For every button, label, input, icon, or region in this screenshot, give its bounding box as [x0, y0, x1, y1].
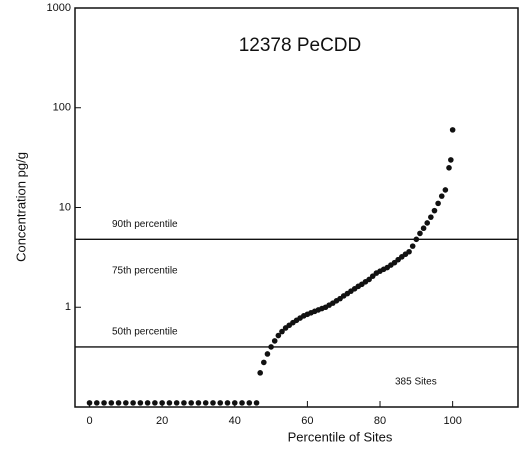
data-point	[93, 400, 100, 406]
data-point	[159, 400, 165, 406]
data-point	[195, 400, 202, 406]
data-point	[449, 127, 456, 133]
data-point	[108, 400, 115, 406]
data-point	[86, 400, 93, 406]
reference-label: 50th percentile	[112, 327, 178, 338]
x-tick-label: 80	[374, 415, 386, 427]
data-point	[137, 400, 144, 406]
data-point	[188, 400, 194, 406]
y-axis-label: Concentration pg/g	[13, 152, 28, 262]
data-point	[435, 200, 441, 207]
data-point	[271, 338, 278, 344]
data-point	[448, 157, 454, 163]
data-point	[246, 400, 253, 406]
data-point	[424, 220, 431, 226]
data-point	[279, 328, 285, 335]
y-tick-label: 10	[59, 201, 71, 213]
data-point	[428, 214, 434, 220]
data-point	[152, 400, 158, 406]
x-tick-label: 60	[301, 415, 313, 427]
data-point	[224, 400, 231, 406]
x-tick-label: 100	[443, 415, 461, 427]
data-point	[431, 207, 438, 214]
data-point	[446, 165, 452, 171]
chart-title: 12378 PeCDD	[239, 35, 362, 56]
x-tick-label: 40	[229, 415, 241, 427]
data-point	[144, 400, 151, 406]
data-point	[417, 230, 423, 237]
data-point	[166, 400, 173, 406]
data-point	[123, 400, 129, 406]
data-point	[115, 400, 122, 406]
data-point	[438, 193, 445, 199]
data-point	[181, 400, 187, 406]
data-point	[130, 400, 136, 406]
data-point	[366, 276, 372, 283]
annotation: 385 Sites	[395, 377, 437, 388]
data-point	[268, 344, 274, 350]
data-point	[239, 400, 245, 406]
data-point	[253, 400, 260, 406]
data-point	[275, 332, 282, 339]
data-point	[261, 359, 267, 366]
data-point	[257, 370, 263, 376]
y-tick-label: 100	[53, 102, 71, 114]
x-tick-label: 0	[86, 415, 92, 427]
data-point	[210, 400, 216, 406]
data-point	[409, 243, 416, 249]
x-axis-label: Percentile of Sites	[288, 429, 393, 444]
data-point	[173, 400, 180, 406]
data-point	[101, 400, 107, 406]
data-point	[420, 225, 427, 232]
data-point	[202, 400, 209, 406]
data-point	[217, 400, 224, 406]
data-point	[413, 236, 420, 243]
data-point	[442, 187, 449, 193]
x-tick-label: 20	[156, 415, 168, 427]
annotation: 75th percentile	[112, 266, 178, 277]
y-tick-label: 1000	[47, 2, 71, 14]
data-point	[406, 248, 412, 255]
y-tick-label: 1	[65, 301, 71, 313]
reference-label: 90th percentile	[112, 219, 178, 230]
data-point	[231, 400, 238, 406]
data-point	[264, 351, 271, 357]
